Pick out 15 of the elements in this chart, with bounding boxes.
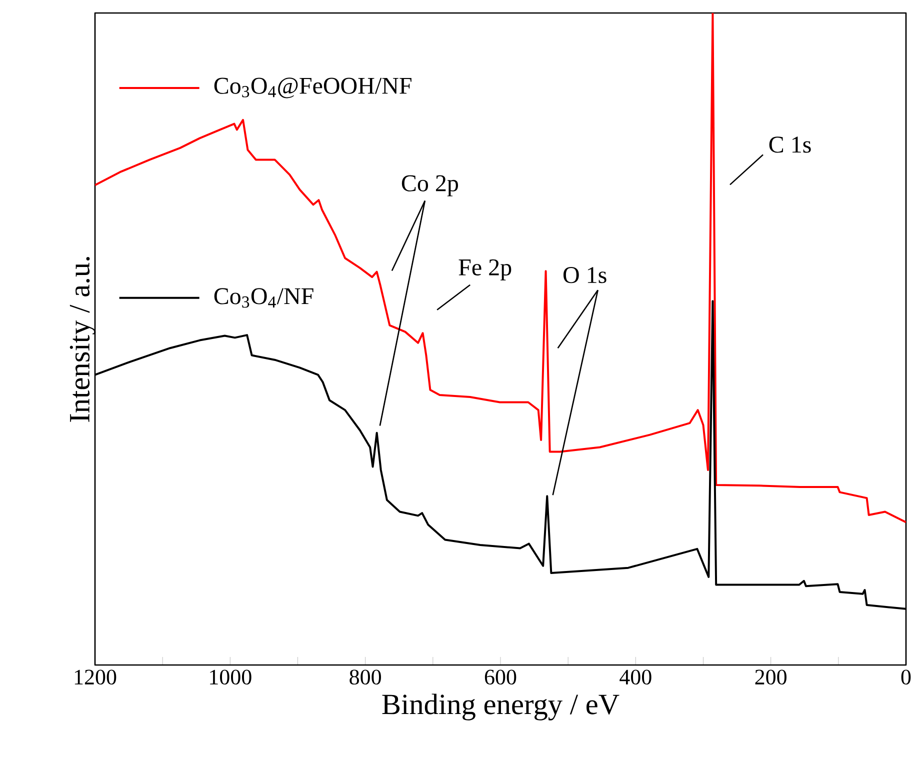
legend-label: Co$_{3}$O$_{4}$@FeOOH/NF (214, 78, 412, 98)
x-tick-label: 1000 (210, 670, 252, 685)
x-tick-label: 0 (901, 670, 911, 685)
x-tick-label: 1200 (74, 670, 116, 685)
legend-label: Co$_{3}$O$_{4}$/NF (214, 288, 314, 308)
x-tick-label: 800 (350, 670, 381, 685)
x-tick-label: 600 (484, 670, 516, 685)
annotation: O 1s (563, 267, 606, 284)
x-axis-title: Binding energy / eV (382, 694, 620, 720)
y-axis-title: Intensity / a.u. (70, 256, 96, 422)
x-tick-label: 200 (755, 670, 786, 685)
x-tick-label: 400 (620, 670, 652, 685)
annotation: Co 2p (402, 175, 458, 196)
annotation: Fe 2p (458, 259, 512, 280)
annotation: C 1s (769, 136, 811, 153)
